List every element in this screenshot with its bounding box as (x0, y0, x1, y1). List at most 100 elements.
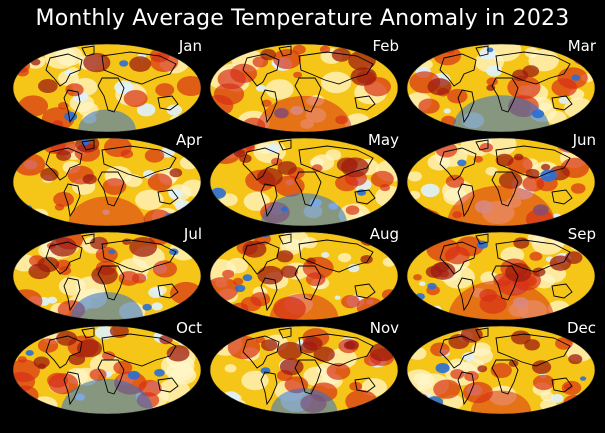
coastline (260, 277, 278, 312)
anomaly-blob (443, 108, 451, 114)
anomaly-blob (425, 265, 443, 278)
anomaly-blob (64, 111, 78, 122)
anomaly-blob (234, 284, 246, 293)
anomaly-blob (260, 367, 271, 375)
map-panel-aug: Aug (207, 225, 403, 320)
coastline (45, 335, 83, 369)
anomaly-blob (311, 164, 323, 172)
anomaly-blob (255, 336, 266, 344)
anomaly-blob (505, 262, 532, 282)
coastline (81, 327, 95, 339)
anomaly-blob (540, 169, 557, 182)
coastline (242, 335, 280, 369)
anomaly-blob (470, 390, 532, 414)
anomaly-blob (176, 75, 201, 97)
anomaly-blob (531, 360, 552, 374)
month-label: Mar (567, 37, 596, 55)
anomaly-blob (331, 48, 351, 62)
coastline (298, 333, 374, 367)
map-panel-feb: Feb (207, 37, 403, 132)
anomaly-blob (28, 263, 51, 280)
anomaly-blob (14, 338, 29, 350)
anomaly-blob (460, 326, 483, 343)
map-panel-mar: Mar (404, 37, 600, 132)
anomaly-blob (261, 99, 272, 107)
anomaly-blob (445, 246, 470, 265)
anomaly-blob (154, 368, 165, 377)
coastline (242, 147, 280, 181)
anomaly-blob (302, 336, 323, 351)
coastline (439, 53, 477, 87)
map-panel-may: May (207, 131, 403, 226)
coastline (457, 277, 475, 312)
coastline (260, 89, 278, 124)
anomaly-blob (349, 381, 363, 391)
coastline (354, 283, 376, 299)
anomaly-blob (486, 84, 496, 91)
anomaly-blob (498, 172, 523, 189)
anomaly-blob (345, 205, 360, 216)
anomaly-blob (152, 260, 177, 278)
coastline (294, 77, 322, 113)
coastline (260, 183, 278, 218)
anomaly-blob (108, 249, 116, 255)
anomaly-blob (279, 358, 304, 376)
anomaly-blob (13, 289, 43, 313)
anomaly-blob (425, 45, 437, 53)
anomaly-blob (155, 83, 175, 97)
coastline (439, 147, 477, 181)
coastline (298, 145, 374, 179)
map-outline (12, 137, 202, 226)
anomaly-blob (90, 236, 108, 250)
coastline (551, 283, 573, 299)
anomaly-blob (415, 393, 428, 403)
anomaly-blob (345, 389, 378, 413)
month-label: Apr (176, 131, 202, 149)
anomaly-blob (419, 281, 426, 287)
anomaly-blob (217, 68, 246, 90)
anomaly-blob (213, 344, 224, 352)
map-panel-apr: Apr (10, 131, 206, 226)
anomaly-blob (102, 351, 116, 361)
anomaly-blob (321, 252, 330, 258)
coastline (97, 265, 125, 301)
anomaly-blob (485, 166, 498, 176)
coastline (157, 189, 179, 205)
anomaly-blob (260, 193, 348, 226)
anomaly-blob (68, 353, 86, 366)
anomaly-blob (479, 142, 494, 153)
world-map-apr (12, 137, 202, 226)
anomaly-blob (213, 83, 245, 105)
anomaly-blob (532, 374, 555, 391)
coastline (260, 371, 278, 406)
anomaly-blob (261, 339, 278, 352)
anomaly-blob (413, 373, 431, 386)
anomaly-blob (522, 175, 545, 192)
anomaly-blob (65, 83, 84, 97)
anomaly-blob (435, 363, 450, 374)
anomaly-blob (382, 257, 396, 267)
anomaly-blob (383, 153, 392, 159)
coastline (495, 51, 571, 85)
anomaly-blob (571, 74, 581, 81)
month-label: Jan (178, 37, 202, 55)
month-label: Sep (567, 225, 596, 243)
anomaly-blob (457, 159, 467, 167)
coastline (457, 89, 475, 124)
coastline (81, 233, 95, 245)
anomaly-blob (76, 339, 103, 358)
anomaly-blob (558, 96, 569, 104)
map-panel-jul: Jul (10, 225, 206, 320)
anomaly-blob (507, 156, 533, 174)
anomaly-blob (256, 167, 283, 187)
coastline (278, 45, 292, 57)
anomaly-blob (142, 303, 152, 311)
anomaly-blob (82, 174, 97, 185)
anomaly-blob (40, 167, 59, 182)
anomaly-blob (420, 183, 440, 198)
coastline (491, 265, 519, 301)
anomaly-blob (269, 293, 339, 320)
anomaly-blob (56, 330, 78, 346)
anomaly-blob (94, 326, 114, 340)
month-label: Aug (369, 225, 399, 243)
